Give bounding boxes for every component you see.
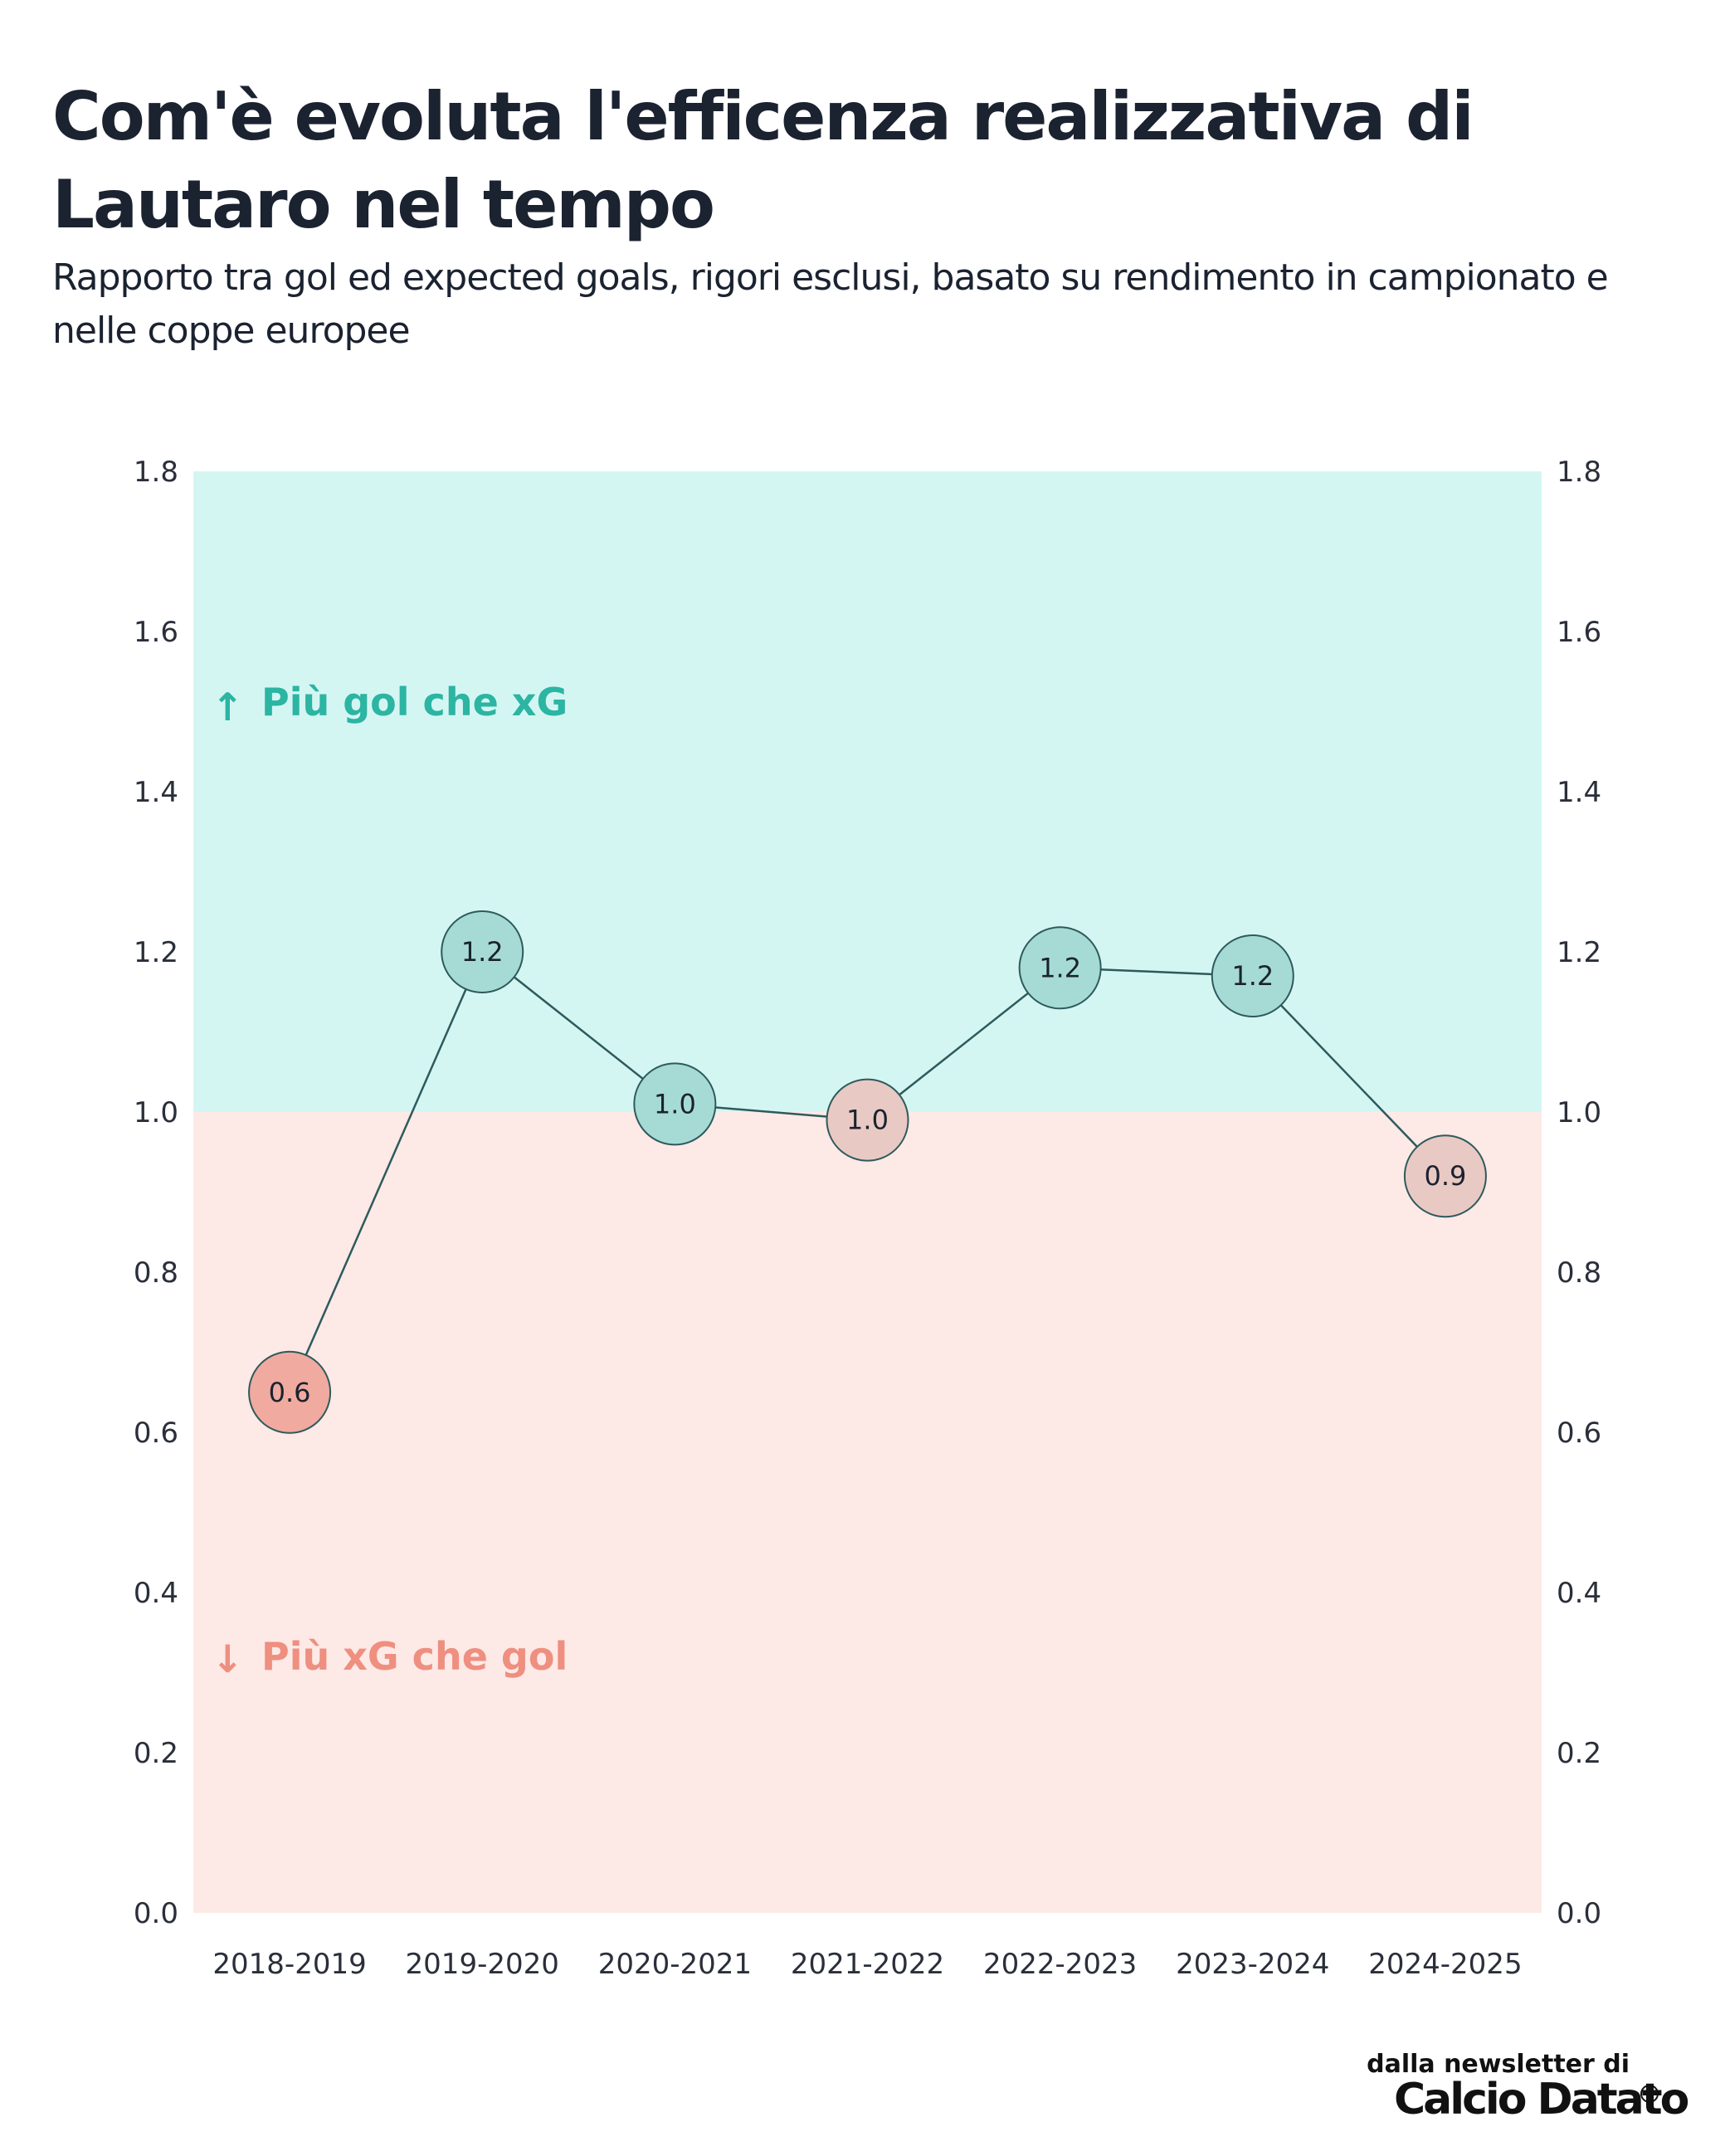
data-point-marker [1018,926,1102,1010]
annotation-above: Più gol che xG [261,680,568,724]
x-tick-label: 2024-2025 [1368,1948,1522,1981]
y-axis-right: 0.0 0.2 0.4 0.6 0.8 1.0 1.2 1.4 1.6 1.8 [1557,456,1601,1930]
y-tick-label-right: 0.0 [1557,1897,1601,1930]
y-tick-label-left: 0.6 [134,1417,178,1450]
x-tick-label: 2020-2021 [598,1948,752,1981]
x-tick-label: 2021-2022 [791,1948,944,1981]
x-axis: 2018-2019 2019-2020 2020-2021 2021-2022 2022… [212,1948,1522,1981]
data-point-label: 1.2 [1039,952,1081,983]
newsletter-logo: Calcio Datato [1394,2075,1689,2124]
y-tick-label-right: 1.0 [1557,1096,1601,1129]
chart-subtitle: Rapporto tra gol ed expected goals, rigo… [52,256,1609,352]
y-tick-label-left: 1.4 [134,776,178,809]
data-point: 1.0 [633,1062,717,1146]
up-arrow-icon: ↑ [212,685,244,729]
band-above [193,471,1542,1112]
y-tick-label-right: 1.2 [1557,936,1601,969]
data-point-marker [248,1350,332,1434]
registered-mark-icon: R [1640,2085,1659,2103]
x-tick-label: 2023-2024 [1176,1948,1329,1981]
data-point-marker [826,1078,909,1162]
data-point-label: 1.0 [846,1105,889,1136]
data-point-label: 0.9 [1424,1160,1466,1192]
svg-text:R: R [1646,2089,1653,2100]
data-point: 0.9 [1403,1134,1487,1218]
y-tick-label-right: 1.4 [1557,776,1601,809]
y-tick-label-left: 0.0 [134,1897,178,1930]
y-tick-label-right: 0.4 [1557,1577,1601,1610]
y-tick-label-left: 0.4 [134,1577,178,1610]
data-point: 1.2 [441,910,524,993]
data-point-marker [633,1062,717,1146]
down-arrow-icon: ↓ [212,1637,244,1681]
background-bands [193,471,1542,1913]
y-tick-label-left: 1.8 [134,456,178,489]
y-tick-label-right: 1.8 [1557,456,1601,489]
data-point: 1.0 [826,1078,909,1162]
data-point-label: 1.2 [461,936,504,968]
y-axis-left: 0.0 0.2 0.4 0.6 0.8 1.0 1.2 1.4 1.6 1.8 [134,456,178,1930]
y-tick-label-right: 0.8 [1557,1256,1601,1290]
band-below [193,1112,1542,1913]
zone-annotations: ↑ Più gol che xG ↓ Più xG che gol [212,680,568,1681]
y-tick-label-left: 1.0 [134,1096,178,1129]
y-tick-label-right: 0.6 [1557,1417,1601,1450]
y-tick-label-left: 0.8 [134,1256,178,1290]
x-tick-label: 2022-2023 [983,1948,1137,1981]
data-point-marker [1403,1134,1487,1218]
data-point: 1.2 [1211,934,1294,1017]
data-point: 1.2 [1018,926,1102,1010]
y-tick-label-left: 1.6 [134,616,178,649]
y-tick-label-right: 1.6 [1557,616,1601,649]
annotation-below: Più xG che gol [261,1634,568,1679]
y-tick-label-left: 0.2 [134,1737,178,1770]
data-point-marker [1211,934,1294,1017]
y-tick-label-right: 0.2 [1557,1737,1601,1770]
credit-line: dalla newsletter di [1367,2050,1630,2079]
data-point-label: 0.6 [269,1377,311,1408]
series-markers: 0.6 1.2 1.0 1.0 1.2 1.2 0.9 [248,910,1487,1434]
x-tick-label: 2018-2019 [212,1948,366,1981]
data-point-label: 1.0 [654,1088,696,1119]
data-point: 0.6 [248,1350,332,1434]
data-point-label: 1.2 [1231,960,1274,992]
data-point-marker [441,910,524,993]
y-tick-label-left: 1.2 [134,936,178,969]
x-tick-label: 2019-2020 [406,1948,559,1981]
chart-title: Com'è evoluta l'efficenza realizzativa d… [52,78,1474,243]
